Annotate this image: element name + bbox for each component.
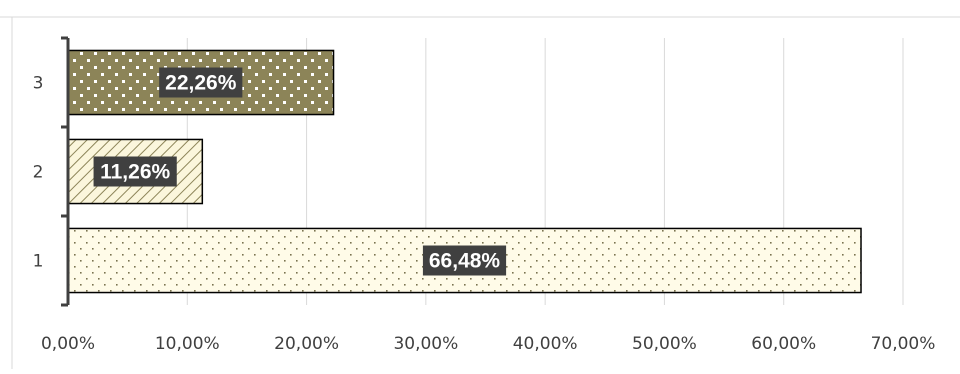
data-label-box-1 — [422, 245, 507, 276]
y-axis — [61, 36, 70, 307]
x-tick-label-30: 30,00% — [393, 334, 458, 354]
data-label-2: 11,26% — [100, 161, 170, 184]
data-label-box-3 — [159, 67, 243, 98]
x-tick-label-0: 0,00% — [41, 334, 95, 354]
x-tick-label-60: 60,00% — [751, 334, 816, 354]
x-tick-label-20: 20,00% — [274, 334, 339, 354]
x-tick-label-50: 50,00% — [632, 334, 697, 354]
data-label-box-2 — [93, 156, 177, 187]
x-tick-label-70: 70,00% — [871, 334, 936, 354]
x-tick-label-40: 40,00% — [513, 334, 578, 354]
x-tick-label-10: 10,00% — [155, 334, 220, 354]
bar-1 — [67, 227, 862, 294]
category-label-3: 3 — [33, 74, 44, 94]
category-labels: 1 2 3 — [33, 74, 44, 272]
data-label-3: 22,26% — [165, 72, 237, 95]
bars — [67, 49, 862, 294]
data-label-1: 66,48% — [429, 250, 501, 273]
x-tick-labels: 0,00% 10,00% 20,00% 30,00% 40,00% 50,00% 60,00… — [41, 334, 935, 354]
data-labels: 66,48% 11,26% 22,26% — [93, 67, 507, 276]
category-label-1: 1 — [33, 252, 44, 272]
category-label-2: 2 — [33, 163, 44, 183]
